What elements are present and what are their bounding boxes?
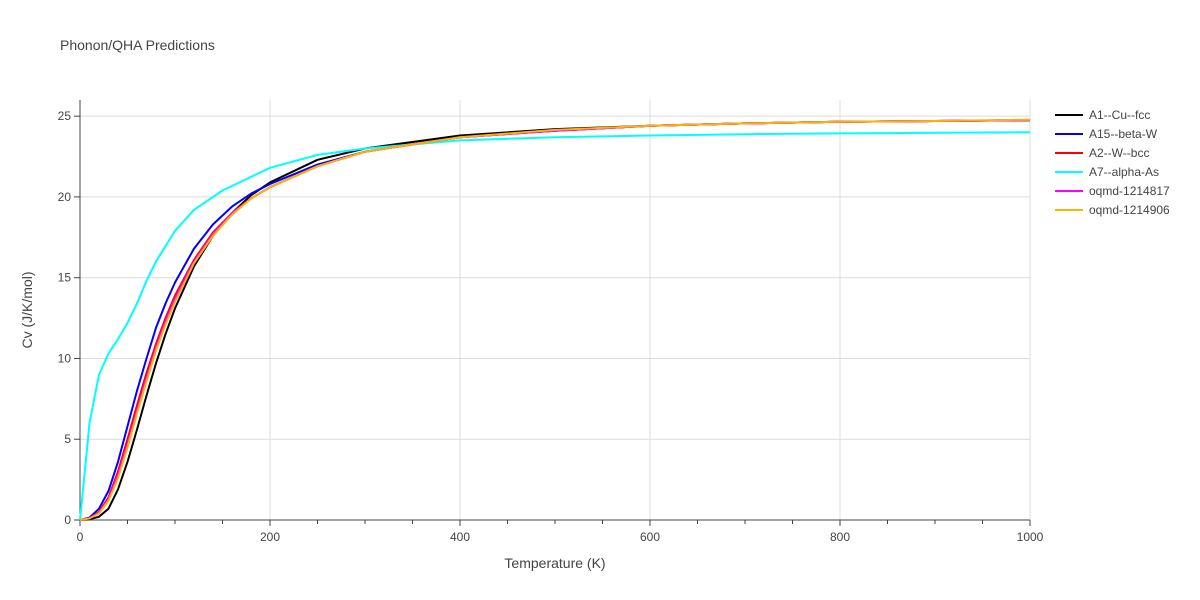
legend-item[interactable]: oqmd-1214906 (1055, 203, 1170, 217)
y-tick-label: 25 (58, 109, 72, 123)
y-tick-label: 0 (64, 513, 71, 527)
legend-item[interactable]: A1--Cu--fcc (1055, 108, 1150, 122)
series-line-5 (79, 119, 1031, 521)
legend: A1--Cu--fcc A15--beta-W A2--W--bcc A7--alph… (1055, 108, 1170, 217)
x-tick-label: 400 (450, 530, 470, 544)
series-line-2 (79, 119, 1031, 521)
y-tick-label: 20 (58, 190, 72, 204)
x-tick-label: 600 (640, 530, 660, 544)
series-line-6 (79, 118, 1031, 521)
legend-label: A1--Cu--fcc (1089, 108, 1150, 122)
series-line-1 (79, 119, 1031, 521)
legend-item[interactable]: A15--beta-W (1055, 127, 1158, 141)
y-axis-title: Cv (J/K/mol) (19, 272, 35, 349)
axes: 0 200 400 600 800 1000 0 5 10 15 20 25 (58, 100, 1044, 544)
x-tick-label: 800 (830, 530, 850, 544)
y-tick-label: 15 (58, 271, 72, 285)
x-tick-label: 1000 (1017, 530, 1044, 544)
series-line-3 (79, 119, 1031, 521)
legend-item[interactable]: A7--alpha-As (1055, 165, 1159, 179)
x-tick-label: 0 (77, 530, 84, 544)
plot-area (79, 118, 1031, 521)
y-tick-label: 5 (64, 432, 71, 446)
legend-item[interactable]: oqmd-1214817 (1055, 184, 1170, 198)
grid (80, 100, 1031, 520)
chart-title: Phonon/QHA Predictions (60, 37, 215, 53)
legend-label: oqmd-1214906 (1089, 203, 1170, 217)
legend-item[interactable]: A2--W--bcc (1055, 146, 1149, 160)
legend-label: A2--W--bcc (1089, 146, 1149, 160)
legend-label: A15--beta-W (1089, 127, 1158, 141)
legend-label: A7--alpha-As (1089, 165, 1159, 179)
series-line-4 (79, 131, 1031, 521)
legend-label: oqmd-1214817 (1089, 184, 1170, 198)
y-tick-label: 10 (58, 351, 72, 365)
x-tick-label: 200 (260, 530, 280, 544)
x-axis-title: Temperature (K) (504, 555, 605, 571)
